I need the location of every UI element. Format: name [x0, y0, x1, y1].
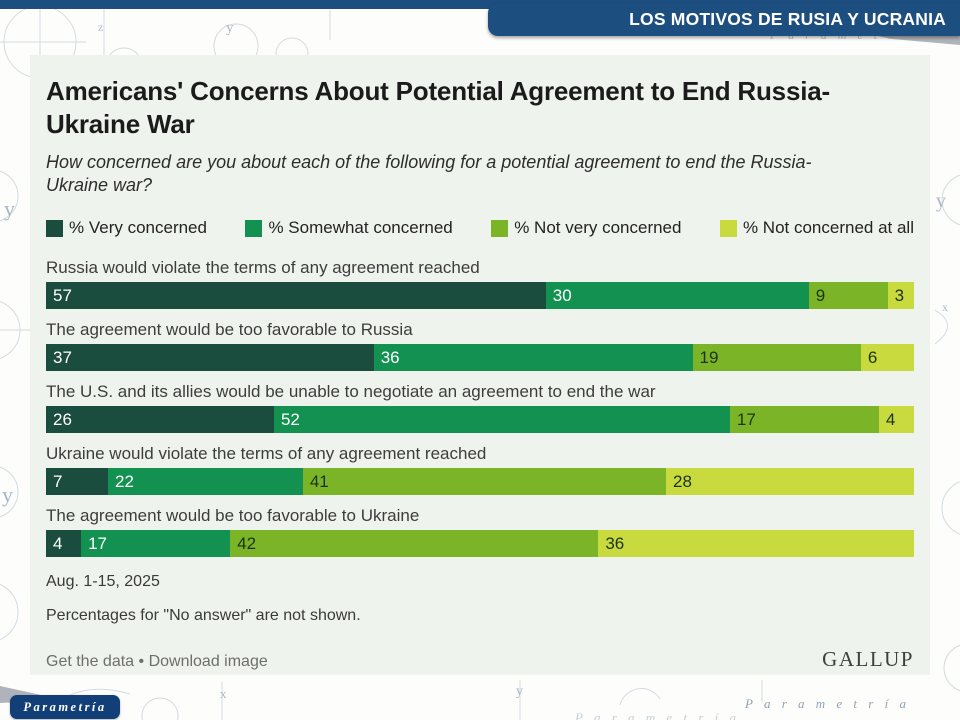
bar-segment: 7 — [46, 468, 108, 496]
link-separator: • — [134, 653, 149, 671]
sketch-letter: y — [936, 190, 946, 212]
chart-legend: % Very concerned % Somewhat concerned % No… — [46, 218, 914, 238]
bar-row: The U.S. and its allies would be unable … — [46, 382, 914, 434]
sketch-letter: x — [942, 300, 948, 314]
bar-chart: Russia would violate the terms of any ag… — [46, 258, 914, 558]
parametria-logo-text: Parametría — [23, 699, 107, 714]
bar-segment: 6 — [860, 344, 914, 372]
chart-card: Americans' Concerns About Potential Agre… — [30, 55, 930, 675]
bar-segment: 19 — [692, 344, 861, 372]
legend-item: % Very concerned — [46, 218, 207, 238]
bar-category-label: The agreement would be too favorable to … — [46, 320, 413, 340]
chart-subtitle: How concerned are you about each of the … — [46, 151, 812, 196]
legend-label: % Somewhat concerned — [268, 218, 453, 238]
bar-segment: 3 — [887, 282, 914, 310]
sketch-letter: x — [220, 686, 227, 701]
bar-category-label: Ukraine would violate the terms of any a… — [46, 444, 487, 464]
bar-track: 26 52 17 4 — [46, 406, 914, 434]
watermark-parametria-bottom-right: P a r a m e t r í a — [745, 696, 910, 711]
bar-track: 57 30 9 3 — [46, 282, 914, 310]
legend-label: % Very concerned — [69, 218, 207, 238]
sketch-letter: y — [226, 20, 234, 36]
bar-row: Russia would violate the terms of any ag… — [46, 258, 914, 310]
bar-category-label: The agreement would be too favorable to … — [46, 506, 420, 526]
sketch-letter: z — [98, 20, 104, 34]
legend-item: % Somewhat concerned — [245, 218, 453, 238]
bar-segment: 4 — [878, 406, 914, 434]
legend-item: % Not very concerned — [491, 218, 681, 238]
download-image-link[interactable]: Download image — [148, 653, 268, 671]
bar-segment: 30 — [545, 282, 809, 310]
gallup-logo: GALLUP — [822, 647, 914, 672]
legend-swatch-icon — [46, 219, 63, 237]
top-strip — [0, 0, 960, 9]
bar-segment: 4 — [46, 530, 82, 558]
parametria-logo: Parametría — [10, 695, 120, 719]
bar-segment: 17 — [729, 406, 879, 434]
bar-row: Ukraine would violate the terms of any a… — [46, 444, 914, 496]
chart-footer: Get the data • Download image GALLUP — [46, 647, 914, 672]
bar-segment: 41 — [302, 468, 666, 496]
bar-segment: 28 — [665, 468, 914, 496]
legend-label: % Not very concerned — [514, 218, 682, 238]
bar-track: 7 22 41 28 — [46, 468, 914, 496]
legend-item: % Not concerned at all — [719, 218, 914, 238]
sketch-letter: y — [4, 196, 15, 221]
chart-links: Get the data • Download image — [46, 653, 268, 671]
legend-swatch-icon — [245, 219, 263, 237]
bar-category-label: The U.S. and its allies would be unable … — [46, 382, 656, 402]
watermark-parametria-bottom-center: P a r a m e t r í a — [575, 710, 740, 720]
sketch-letter: y — [516, 684, 523, 699]
bar-segment: 42 — [230, 530, 599, 558]
legend-label: % Not concerned at all — [742, 218, 914, 238]
bar-row: The agreement would be too favorable to … — [46, 320, 914, 372]
get-the-data-link[interactable]: Get the data — [46, 653, 135, 671]
bar-segment: 26 — [46, 406, 274, 434]
sketch-letter: y — [2, 482, 13, 507]
slide-banner: LOS MOTIVOS DE RUSIA Y UCRANIA — [488, 3, 960, 36]
chart-footnote: Percentages for "No answer" are not show… — [46, 607, 361, 625]
bar-track: 4 17 42 36 — [46, 530, 914, 558]
chart-title: Americans' Concerns About Potential Agre… — [46, 76, 830, 140]
bar-segment: 36 — [373, 344, 693, 372]
bar-segment: 52 — [273, 406, 730, 434]
legend-swatch-icon — [719, 219, 737, 237]
bar-track: 37 36 19 6 — [46, 344, 914, 372]
chart-date: Aug. 1-15, 2025 — [46, 573, 160, 591]
bar-segment: 37 — [46, 344, 374, 372]
legend-swatch-icon — [491, 219, 509, 237]
bar-segment: 9 — [808, 282, 888, 310]
bar-segment: 22 — [108, 468, 303, 496]
bar-category-label: Russia would violate the terms of any ag… — [46, 258, 480, 278]
bar-segment: 36 — [598, 530, 914, 558]
bar-segment: 57 — [46, 282, 546, 310]
banner-title: LOS MOTIVOS DE RUSIA Y UCRANIA — [629, 9, 946, 29]
bar-segment: 17 — [81, 530, 231, 558]
bar-row: The agreement would be too favorable to … — [46, 506, 914, 558]
